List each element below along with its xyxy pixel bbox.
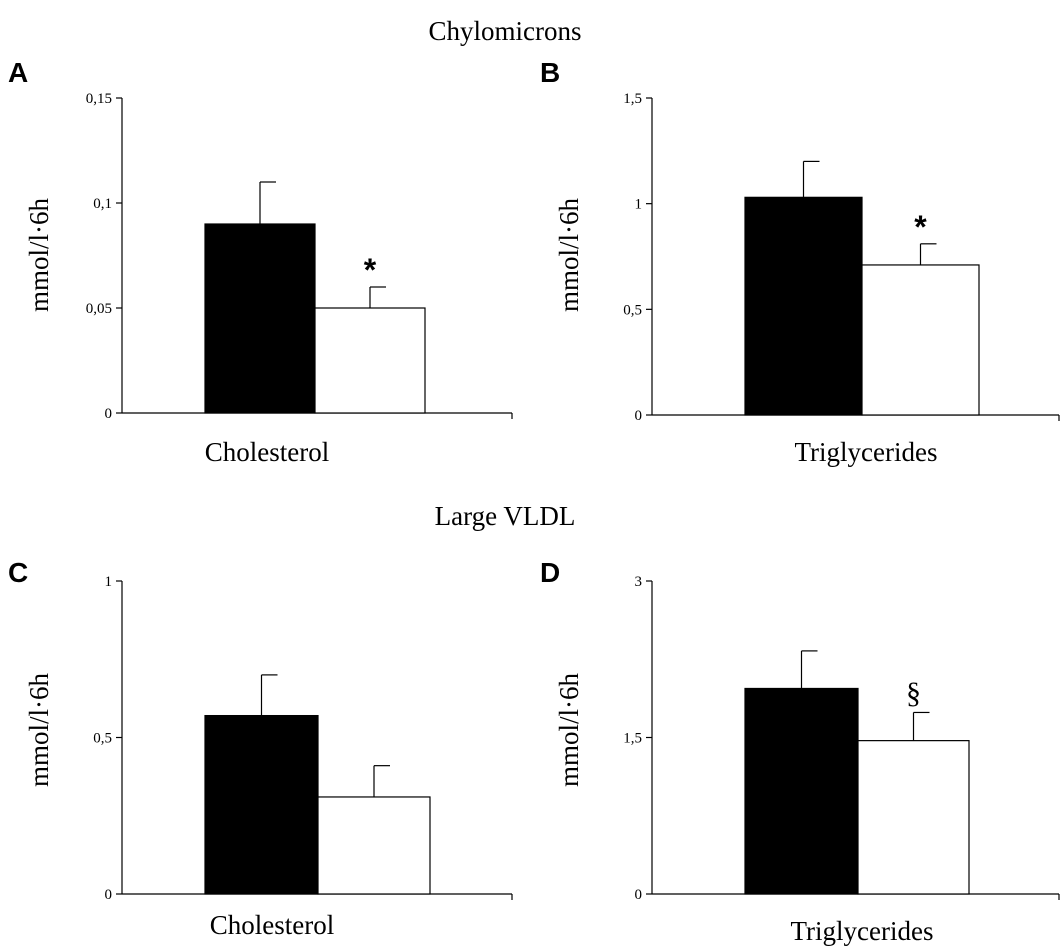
panel-label: D	[540, 557, 560, 588]
x-axis-label: Triglycerides	[795, 437, 938, 467]
significance-marker: §	[906, 676, 921, 709]
panel-label: C	[8, 557, 28, 588]
panel-label: A	[8, 57, 28, 88]
y-axis-label: mmol/l·6h	[554, 673, 584, 787]
y-tick-label: 1,5	[623, 91, 642, 107]
y-tick-label: 0,15	[86, 91, 112, 107]
bar	[204, 714, 319, 895]
significance-marker: *	[914, 209, 927, 245]
y-tick-label: 0,5	[93, 731, 112, 747]
bar	[744, 687, 859, 895]
y-tick-label: 0	[105, 406, 113, 422]
section-title-chylomicrons: Chylomicrons	[429, 16, 582, 46]
y-tick-label: 1	[105, 574, 113, 590]
y-tick-label: 0	[635, 408, 643, 424]
y-tick-label: 3	[635, 574, 643, 590]
panel-label: B	[540, 57, 560, 88]
y-tick-label: 0,1	[93, 196, 112, 212]
x-axis-label: Cholesterol	[210, 910, 334, 940]
y-tick-label: 0	[635, 887, 643, 903]
x-axis-label: Cholesterol	[205, 437, 329, 467]
bar	[857, 740, 970, 895]
y-axis-label: mmol/l·6h	[24, 673, 54, 787]
bar	[861, 264, 980, 416]
y-tick-label: 1	[635, 197, 643, 213]
y-tick-label: 0,05	[86, 301, 112, 317]
y-tick-label: 1,5	[623, 731, 642, 747]
bar	[204, 223, 316, 414]
bar	[744, 196, 863, 416]
x-axis-label: Triglycerides	[791, 916, 934, 946]
significance-marker: *	[364, 252, 377, 288]
y-axis-label: mmol/l·6h	[554, 198, 584, 312]
y-tick-label: 0,5	[623, 302, 642, 318]
section-title-large-vldl: Large VLDL	[435, 501, 576, 531]
y-axis-label: mmol/l·6h	[24, 198, 54, 312]
bar	[317, 796, 431, 895]
bar	[314, 307, 426, 414]
y-tick-label: 0	[105, 887, 113, 903]
